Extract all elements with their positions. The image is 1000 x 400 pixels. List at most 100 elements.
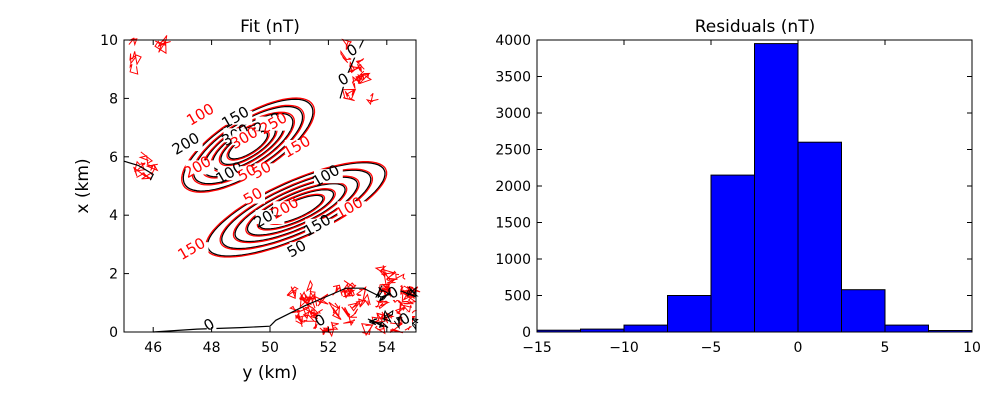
contour-label-bg xyxy=(390,285,401,300)
contour-noise-line xyxy=(383,270,396,286)
histogram-y-tick-label: 3000 xyxy=(495,106,531,122)
contour-x-tick-label: 54 xyxy=(378,340,396,356)
contour-line xyxy=(246,183,346,236)
contour-noise-line xyxy=(343,314,356,327)
histogram-y-tick-label: 0 xyxy=(522,325,531,341)
histogram-y-tick-label: 3500 xyxy=(495,70,531,86)
contour-y-tick-label: 8 xyxy=(109,91,118,107)
contour-label-bg xyxy=(245,189,265,204)
contour-label-bg xyxy=(217,166,247,181)
contour-noise-line xyxy=(361,323,374,337)
contour-plot-frame xyxy=(123,39,417,333)
histogram-y-tick-label: 2000 xyxy=(495,179,531,195)
histogram-x-tick-label: −10 xyxy=(609,340,639,356)
histogram-bar xyxy=(667,295,712,333)
contour-noise-line xyxy=(375,321,389,328)
contour-label-bg xyxy=(349,43,360,58)
contour-line xyxy=(258,189,335,230)
contour-noise-line xyxy=(302,306,315,320)
contour-label-bg xyxy=(188,107,218,122)
contour-noise-line xyxy=(375,300,384,308)
contour-noise-line xyxy=(313,320,318,330)
histogram-bar xyxy=(841,289,886,333)
contour-noise-line xyxy=(138,151,154,165)
contour-noise-line xyxy=(371,316,383,324)
contour-label: 200 xyxy=(169,129,203,159)
contour-label-bg xyxy=(232,131,262,146)
contour-x-axis-label: y (km) xyxy=(242,363,297,383)
contour-noise-line xyxy=(128,37,138,47)
contour-label-bg xyxy=(179,242,209,257)
contour-noise-line xyxy=(340,49,352,64)
contour-noise-line xyxy=(378,283,390,297)
contour-y-tick-label: 2 xyxy=(109,267,118,283)
contour-noise-line xyxy=(344,88,356,99)
contour-noise-line xyxy=(375,300,391,310)
histogram-panel: Residuals (nT) −15 −10 −5 0 5 10 0 500 1000 1500… xyxy=(495,17,981,356)
contour-noise xyxy=(123,35,421,338)
contour-noise-line xyxy=(402,292,417,305)
contour-label-bg xyxy=(341,72,351,87)
contour-noise-line xyxy=(146,164,154,171)
contour-noise-line xyxy=(303,314,316,322)
contour-label-bg xyxy=(317,313,328,328)
histogram-bar xyxy=(884,324,929,333)
contour-y-ticks: 0 2 4 6 8 10 xyxy=(100,33,416,341)
contour-noise-line xyxy=(374,323,386,335)
contour-noise-line xyxy=(351,75,362,89)
contour-label-bg xyxy=(273,201,302,216)
histogram-x-tick-label: −5 xyxy=(701,340,722,356)
contour-x-ticks: 46 48 50 52 54 xyxy=(144,40,396,356)
histogram-x-tick-label: 5 xyxy=(881,340,890,356)
contour-label-bg xyxy=(223,110,253,125)
contour-x-tick-label: 48 xyxy=(203,340,221,356)
contour-line xyxy=(245,182,348,237)
contour-line xyxy=(256,188,336,231)
zero-contour-line xyxy=(123,160,154,181)
contour-label-bg xyxy=(305,218,335,233)
histogram-bar xyxy=(623,324,668,333)
contour-y-tick-label: 6 xyxy=(109,150,118,166)
contour-noise-line xyxy=(365,92,379,106)
contour-noise-line xyxy=(304,296,316,309)
histogram-x-tick-label: 10 xyxy=(963,340,981,356)
contour-noise-line xyxy=(299,290,308,305)
contour-label-bg xyxy=(254,163,274,178)
histogram-bar xyxy=(797,141,842,333)
contour-label: 150 xyxy=(280,132,314,162)
contour-label: 50 xyxy=(284,236,310,261)
contour-panel: Fit (nT) 0000001001502502503003002001502… xyxy=(73,17,421,383)
contour-label-bg xyxy=(261,116,291,131)
contour-y-tick-label: 0 xyxy=(109,325,118,341)
histogram-y-tick-label: 500 xyxy=(504,289,531,305)
contour-label-bg xyxy=(185,160,215,175)
contour-x-tick-label: 46 xyxy=(144,340,162,356)
histogram-y-tick-label: 2500 xyxy=(495,143,531,159)
contour-noise-line xyxy=(341,306,351,318)
contour-noise-line xyxy=(355,58,365,70)
histogram-x-tick-label: −15 xyxy=(522,340,552,356)
contour-x-tick-label: 50 xyxy=(261,340,279,356)
contour-noise-line xyxy=(286,286,299,299)
contour-noise-line xyxy=(347,302,359,312)
contour-noise-line xyxy=(129,63,139,75)
contour-label-bg xyxy=(284,139,314,154)
contour-label-bg xyxy=(314,169,343,184)
histogram-bars xyxy=(536,43,973,333)
contour-label-bg xyxy=(402,312,413,327)
contour-noise-line xyxy=(328,301,340,314)
histogram-x-ticks: −15 −10 −5 0 5 10 xyxy=(522,40,981,356)
histogram-y-tick-label: 4000 xyxy=(495,33,531,49)
contour-noise-line xyxy=(141,172,153,180)
zero-contour-line xyxy=(153,287,417,333)
contour-noise-line xyxy=(360,73,371,80)
contour-y-axis-label: x (km) xyxy=(73,158,93,213)
contour-noise-line xyxy=(357,72,372,85)
contour-y-tick-label: 10 xyxy=(100,33,118,49)
contour-noise-line xyxy=(316,293,329,307)
contour-noise-line xyxy=(341,282,356,298)
contour-label-bg xyxy=(289,242,309,257)
contour-noise-line xyxy=(349,60,362,73)
contour-label-bg xyxy=(337,201,367,216)
